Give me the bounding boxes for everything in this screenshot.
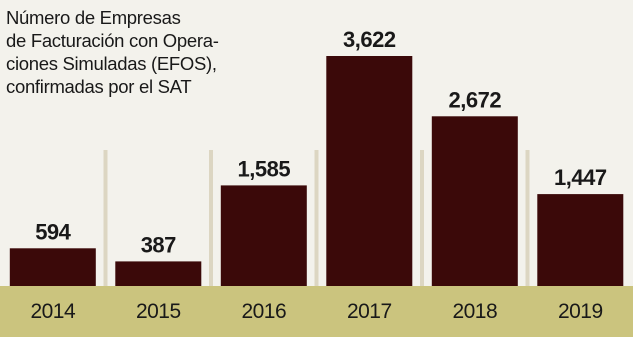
x-tick-label: 2016	[241, 300, 286, 323]
bar-value-label: 2,672	[449, 87, 502, 112]
chart-title-line: confirmadas por el SAT	[6, 76, 192, 97]
x-tick-label: 2019	[558, 300, 603, 323]
bar	[537, 194, 624, 286]
x-tick-label: 2018	[452, 300, 497, 323]
bar	[115, 261, 202, 286]
bar	[326, 56, 413, 286]
year-axis-band	[0, 286, 633, 337]
bar	[9, 248, 96, 286]
chart-title-line: ciones Simuladas (EFOS),	[6, 53, 217, 74]
x-tick-labels: 2014 2015 2016 2017 2018 2019	[30, 300, 603, 323]
column-separators	[103, 150, 530, 337]
column-separator	[314, 150, 319, 337]
x-tick-label: 2017	[347, 300, 392, 323]
x-tick-label: 2014	[30, 300, 76, 323]
bar-value-label: 387	[141, 232, 176, 257]
bar-value-label: 594	[35, 219, 71, 244]
chart-title: Número de Empresas de Facturación con Op…	[6, 6, 276, 98]
bar-value-label: 1,447	[554, 165, 607, 190]
chart-title-line: de Facturación con Opera-	[6, 30, 219, 51]
value-labels: 594 387 1,585 3,622 2,672 1,447	[35, 27, 607, 257]
column-separator	[525, 150, 530, 337]
column-separator	[103, 150, 108, 337]
bar	[220, 185, 307, 286]
bar	[431, 116, 518, 286]
x-tick-label: 2015	[136, 300, 181, 323]
bar-value-label: 3,622	[343, 27, 396, 52]
bars	[9, 56, 624, 286]
column-separator	[420, 150, 424, 337]
bar-value-label: 1,585	[238, 156, 291, 181]
column-separator	[209, 150, 213, 337]
chart-title-line: Número de Empresas	[6, 7, 181, 28]
